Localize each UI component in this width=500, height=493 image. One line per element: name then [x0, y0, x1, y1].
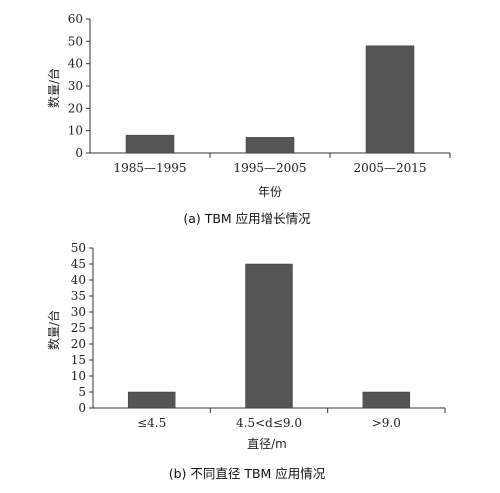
chart-b-y-tick-label: 5 [78, 385, 86, 399]
chart-a-caption: (a) TBM 应用增长情况 [183, 211, 311, 226]
chart-b-y-tick-label: 35 [71, 289, 86, 303]
chart-a: 数量/台 年份 (a) TBM 应用增长情况 0 10 20 30 40 50 60 1985… [46, 12, 451, 226]
chart-b-y-tick-label: 30 [71, 305, 86, 319]
chart-a-bar [365, 45, 415, 154]
chart-b-y-tick-label: 20 [71, 337, 86, 351]
chart-b-bar [245, 263, 293, 409]
chart-a-bar [245, 137, 295, 154]
chart-b-y-tick-label: 15 [71, 353, 86, 367]
chart-a-y-axis-label: 数量/台 [46, 68, 61, 108]
chart-b: 数量/台 直径/m (b) 不同直径 TBM 应用情况 0 5 10 15 20 25 30… [46, 241, 446, 481]
chart-a-y-tick-label: 10 [68, 124, 83, 138]
chart-a-x-tick-label: 1985—1995 [113, 161, 186, 175]
chart-b-y-tick-label: 25 [71, 321, 86, 335]
chart-b-y-tick-label: 40 [71, 273, 86, 287]
chart-b-bar [362, 391, 411, 409]
chart-b-y-tick-label: 0 [78, 401, 86, 415]
chart-a-y-tick-label: 40 [68, 57, 83, 71]
chart-b-y-tick-label: 45 [71, 257, 86, 271]
chart-a-x-tick-label: 2005—2015 [353, 161, 426, 175]
chart-a-bar [125, 134, 175, 154]
chart-b-y-tick-label: 50 [71, 241, 86, 255]
chart-a-y-tick-label: 0 [75, 146, 83, 160]
chart-b-caption: (b) 不同直径 TBM 应用情况 [169, 466, 326, 481]
chart-b-y-tick-label: 10 [71, 369, 86, 383]
chart-a-x-axis-label: 年份 [258, 185, 282, 199]
chart-b-x-tick-label: ≤4.5 [137, 416, 166, 430]
chart-a-x-tick-label: 1995—2005 [233, 161, 306, 175]
chart-a-y-tick-label: 20 [68, 101, 83, 115]
chart-b-x-tick-label: >9.0 [372, 416, 401, 430]
chart-a-y-tick-label: 30 [68, 79, 83, 93]
chart-b-x-axis-label: 直径/m [247, 437, 287, 451]
chart-a-y-tick-label: 50 [68, 34, 83, 48]
chart-b-x-tick-label: 4.5<d≤9.0 [236, 416, 302, 430]
chart-b-y-axis-label: 数量/台 [46, 310, 61, 350]
chart-a-y-tick-label: 60 [68, 12, 83, 26]
chart-b-bar [127, 391, 176, 409]
